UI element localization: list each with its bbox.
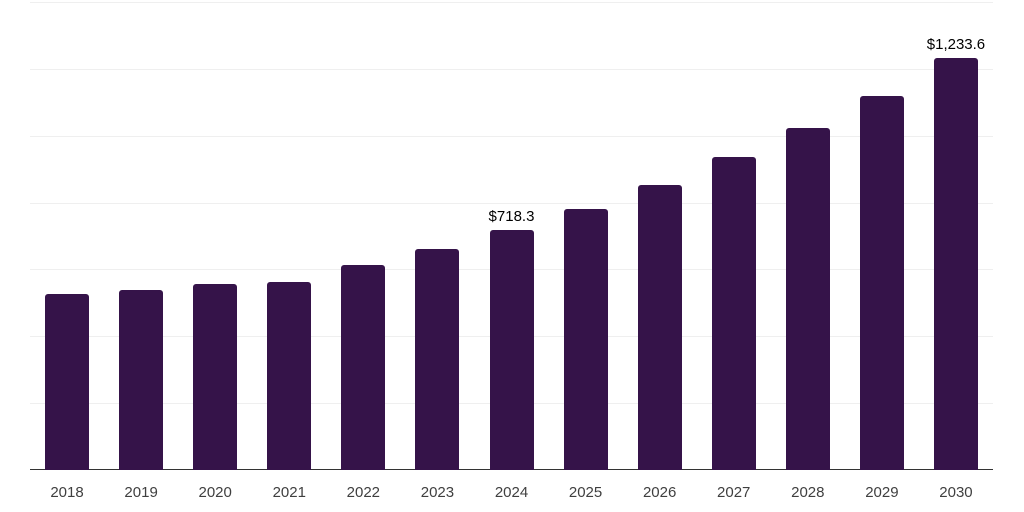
x-tick-2021: 2021 <box>272 484 306 501</box>
bar-2024 <box>489 229 534 470</box>
bar-2025 <box>563 208 608 470</box>
x-tick-2023: 2023 <box>420 484 455 501</box>
gridline-1400 <box>30 2 993 3</box>
x-tick-2027: 2027 <box>717 484 751 501</box>
x-tick-2018: 2018 <box>50 484 84 501</box>
bar-2020 <box>193 284 238 470</box>
x-tick-2028: 2028 <box>791 484 825 501</box>
bar-2030 <box>933 57 978 470</box>
bar-value-label-2030: $1,233.6 <box>926 35 986 53</box>
bar-2029 <box>859 95 904 470</box>
bar-2027 <box>711 157 756 470</box>
bar-2019 <box>119 290 164 470</box>
bar-2022 <box>341 264 386 470</box>
bar-2026 <box>637 184 682 470</box>
x-tick-2030: 2030 <box>939 484 973 501</box>
bar-2018 <box>45 293 90 470</box>
x-tick-2020: 2020 <box>198 484 232 501</box>
bar-2023 <box>415 248 460 470</box>
x-tick-2029: 2029 <box>865 484 899 501</box>
bar-2021 <box>267 282 312 470</box>
x-tick-2019: 2019 <box>124 484 158 501</box>
bar-value-label-2024: $718.3 <box>488 207 535 225</box>
x-tick-2025: 2025 <box>568 484 603 501</box>
gridline-800 <box>30 202 993 204</box>
x-tick-2022: 2022 <box>346 484 381 501</box>
bar-2028 <box>785 127 830 470</box>
gridline-1200 <box>30 68 993 70</box>
gridline-1000 <box>30 135 993 137</box>
x-tick-2024: 2024 <box>494 484 529 501</box>
plot-area: $718.3 $1,233.6 <box>30 0 993 470</box>
x-tick-2026: 2026 <box>642 484 677 501</box>
